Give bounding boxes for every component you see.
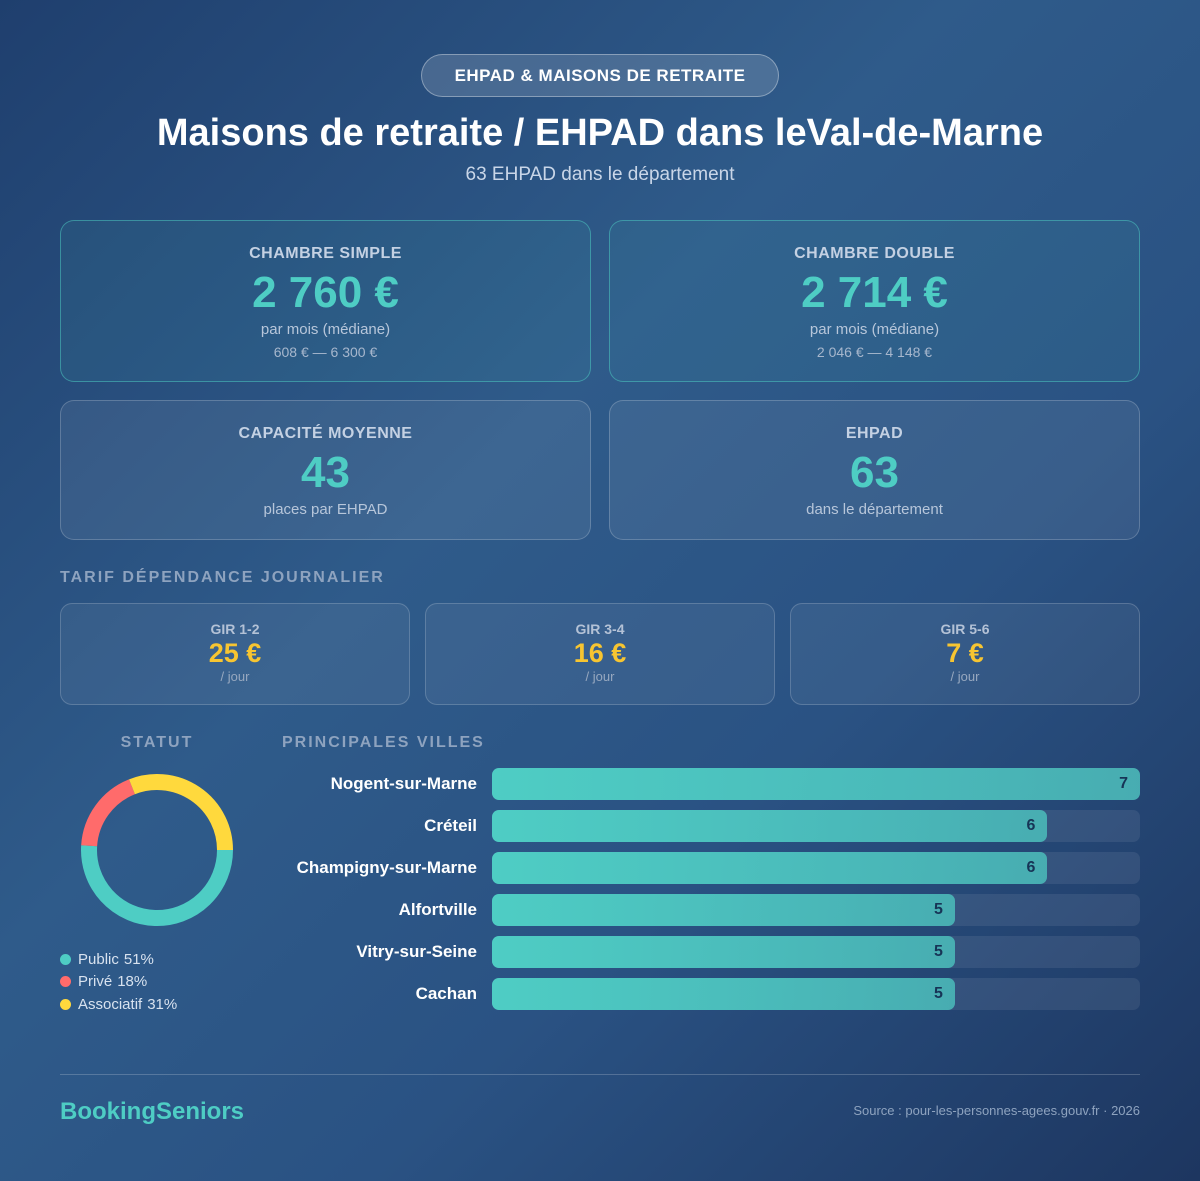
stat-card: CAPACITÉ MOYENNE 43 places par EHPAD bbox=[60, 400, 591, 540]
bar: 5 bbox=[492, 936, 955, 968]
card-label: CAPACITÉ MOYENNE bbox=[238, 425, 413, 442]
legend-swatch bbox=[60, 998, 71, 1010]
bar: 7 bbox=[492, 768, 1140, 800]
bar: 5 bbox=[492, 978, 955, 1010]
gir-card: GIR 5-6 7 € / jour bbox=[790, 603, 1140, 705]
bar: 5 bbox=[492, 894, 955, 926]
city-label: Créteil bbox=[424, 816, 477, 835]
gir-label: GIR 5-6 bbox=[940, 621, 990, 637]
legend-swatch bbox=[60, 976, 71, 988]
badge: EHPAD & MAISONS DE RETRAITE bbox=[421, 54, 779, 97]
bar-value: 6 bbox=[1026, 859, 1036, 876]
legend-name: Public bbox=[78, 950, 119, 968]
stat-card: EHPAD 63 dans le département bbox=[609, 400, 1140, 540]
city-label: Alfortville bbox=[398, 900, 477, 919]
card-note: places par EHPAD bbox=[263, 501, 388, 518]
title: Maisons de retraite / EHPAD dans leVal-d… bbox=[156, 112, 1044, 154]
legend-item: Public 51% bbox=[60, 948, 177, 971]
donut-segment bbox=[81, 779, 136, 847]
bars-title: PRINCIPALES VILLES bbox=[282, 734, 485, 751]
card-note: par mois (médiane) bbox=[809, 321, 940, 338]
legend-value: 51% bbox=[123, 950, 154, 968]
donut-title: STATUT bbox=[120, 734, 194, 751]
gir-value: 7 € bbox=[946, 638, 984, 668]
city-label: Nogent-sur-Marne bbox=[330, 774, 477, 793]
bar: 6 bbox=[492, 852, 1048, 884]
price-card: CHAMBRE DOUBLE 2 714 € par mois (médiane… bbox=[609, 220, 1140, 382]
legend-item: Associatif 31% bbox=[60, 993, 177, 1016]
bar-track: 5 bbox=[492, 936, 1140, 968]
gir-label: GIR 3-4 bbox=[575, 621, 625, 637]
gir-card: GIR 1-2 25 € / jour bbox=[60, 603, 410, 705]
city-label: Cachan bbox=[415, 984, 477, 1003]
card-label: CHAMBRE SIMPLE bbox=[249, 245, 402, 262]
gir-label: GIR 1-2 bbox=[210, 621, 260, 637]
bar-value: 7 bbox=[1119, 775, 1128, 792]
card-value: 63 bbox=[850, 448, 899, 497]
bar-track: 6 bbox=[492, 810, 1140, 842]
source: Source : pour-les-personnes-agees.gouv.f… bbox=[853, 1103, 1140, 1118]
legend-name: Associatif bbox=[78, 995, 143, 1013]
legend-value: 31% bbox=[147, 995, 178, 1013]
gir-unit: / jour bbox=[220, 669, 250, 684]
bar-track: 7 bbox=[492, 768, 1140, 800]
gir-value: 16 € bbox=[573, 638, 627, 668]
legend-item: Privé 18% bbox=[60, 971, 177, 994]
bar: 6 bbox=[492, 810, 1048, 842]
subtitle: 63 EHPAD dans le département bbox=[465, 164, 735, 185]
gir-card: GIR 3-4 16 € / jour bbox=[425, 603, 775, 705]
legend: Public 51% Privé 18% Associatif 31% bbox=[60, 948, 177, 1016]
gir-value: 25 € bbox=[208, 638, 262, 668]
bar-value: 5 bbox=[933, 943, 943, 960]
city-label: Champigny-sur-Marne bbox=[296, 858, 477, 877]
section-title: TARIF DÉPENDANCE JOURNALIER bbox=[60, 569, 385, 586]
card-note: par mois (médiane) bbox=[260, 321, 391, 338]
bar-value: 5 bbox=[933, 901, 943, 918]
city-label: Vitry-sur-Seine bbox=[356, 942, 477, 961]
card-value: 2 760 € bbox=[252, 268, 399, 317]
card-label: EHPAD bbox=[845, 425, 904, 442]
card-note: dans le département bbox=[806, 501, 943, 518]
bar-track: 5 bbox=[492, 978, 1140, 1010]
card-value: 43 bbox=[301, 448, 350, 497]
card-range: 2 046 € — 4 148 € bbox=[816, 344, 933, 360]
gir-unit: / jour bbox=[585, 669, 615, 684]
legend-swatch bbox=[60, 953, 71, 965]
card-value: 2 714 € bbox=[801, 268, 948, 317]
legend-value: 18% bbox=[117, 973, 148, 991]
donut-chart bbox=[81, 774, 233, 926]
donut-segment bbox=[81, 845, 233, 926]
card-range: 608 € — 6 300 € bbox=[273, 344, 378, 360]
donut-segment bbox=[129, 774, 233, 851]
bar-track: 6 bbox=[492, 852, 1140, 884]
gir-unit: / jour bbox=[950, 669, 980, 684]
bar-value: 5 bbox=[933, 985, 943, 1002]
legend-name: Privé bbox=[78, 973, 113, 991]
brand: BookingSeniors bbox=[60, 1098, 245, 1125]
divider bbox=[60, 1074, 1140, 1075]
bar-value: 6 bbox=[1026, 817, 1036, 834]
price-card: CHAMBRE SIMPLE 2 760 € par mois (médiane… bbox=[60, 220, 591, 382]
bar-track: 5 bbox=[492, 894, 1140, 926]
card-label: CHAMBRE DOUBLE bbox=[794, 245, 955, 262]
